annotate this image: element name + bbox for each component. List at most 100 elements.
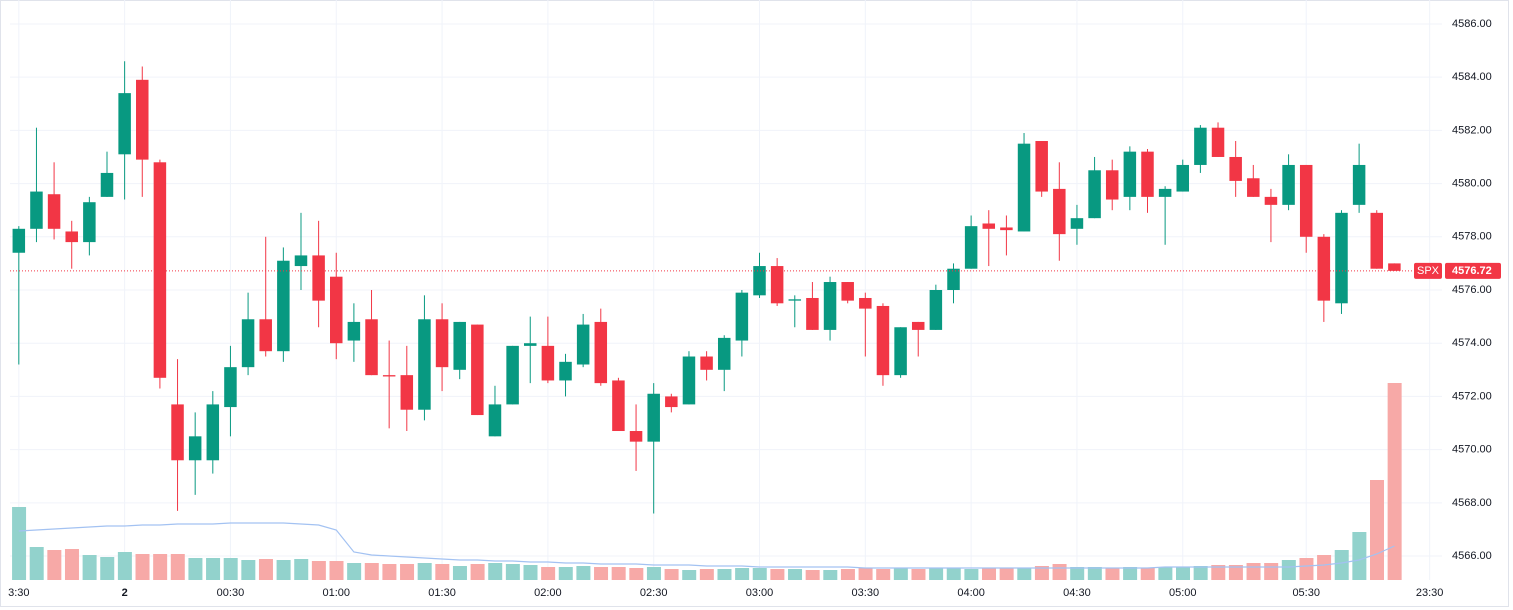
volume-bar xyxy=(1052,564,1067,580)
candle-body xyxy=(277,260,290,352)
volume-bar xyxy=(611,567,626,580)
y-tick-label: 4582.00 xyxy=(1452,124,1492,136)
volume-bar xyxy=(1140,568,1155,580)
symbol-badge xyxy=(1414,262,1442,279)
volume-bar xyxy=(1317,555,1332,580)
candle-body xyxy=(1088,170,1101,219)
candle-body xyxy=(1264,196,1278,205)
y-tick-label: 4576.00 xyxy=(1452,284,1492,296)
candle-body xyxy=(471,324,484,416)
candle-body xyxy=(770,266,784,304)
candle-body xyxy=(947,268,960,290)
volume-bar xyxy=(911,569,926,580)
x-tick-label: 00:30 xyxy=(217,587,245,599)
volume-bar xyxy=(1334,550,1349,580)
volume-bar xyxy=(964,569,979,580)
volume-bar xyxy=(417,563,432,580)
candle-body xyxy=(1123,151,1137,197)
volume-bar xyxy=(805,570,820,580)
candle-body xyxy=(665,396,678,408)
volume-bar xyxy=(788,569,803,580)
volume-bar xyxy=(946,568,961,580)
volume-bar xyxy=(1228,565,1243,580)
volume-bar xyxy=(1387,383,1402,580)
volume-bar xyxy=(858,568,873,580)
y-tick-label: 4584.00 xyxy=(1452,71,1492,83)
volume-bar xyxy=(682,570,697,580)
volume-bar xyxy=(1211,565,1226,580)
y-tick-label: 4580.00 xyxy=(1452,177,1492,189)
volume-bar xyxy=(1070,567,1085,580)
candle-body xyxy=(612,380,625,432)
y-tick-label: 4566.00 xyxy=(1452,550,1492,562)
candle-body xyxy=(488,404,502,437)
volume-bar xyxy=(893,568,908,580)
volume-bar xyxy=(840,569,855,580)
volume-bar xyxy=(1087,567,1102,580)
volume-bar xyxy=(153,554,168,580)
candle-body xyxy=(1141,151,1154,197)
symbol-label: SPX xyxy=(1417,265,1440,277)
volume-bar xyxy=(629,568,644,580)
volume-bar xyxy=(1193,566,1208,580)
candle-body xyxy=(841,282,854,301)
candle-body xyxy=(682,356,696,405)
x-tick-label: 23:30 xyxy=(1416,587,1444,599)
x-tick-label: 01:30 xyxy=(428,587,456,599)
volume-bar xyxy=(47,550,62,580)
candle-body xyxy=(136,79,149,160)
volume-bar xyxy=(523,565,538,580)
volume-bar xyxy=(1176,567,1191,580)
volume-bar xyxy=(541,567,556,580)
candle-body xyxy=(876,305,890,376)
x-tick-label: 03:00 xyxy=(746,587,774,599)
volume-bar xyxy=(170,554,185,580)
volume-bar xyxy=(488,563,503,580)
candle-body xyxy=(435,319,449,368)
x-tick-label: 05:30 xyxy=(1292,587,1320,599)
volume-bar xyxy=(1105,568,1120,580)
volume-bar xyxy=(717,569,732,580)
y-tick-label: 4586.00 xyxy=(1452,18,1492,30)
x-tick-label: 04:00 xyxy=(957,587,985,599)
candle-body xyxy=(453,321,466,370)
volume-bar xyxy=(999,568,1014,580)
candle-body xyxy=(964,226,978,269)
x-tick-label: 3:30 xyxy=(8,587,29,599)
candle-body xyxy=(171,404,184,461)
volume-bar xyxy=(470,564,485,580)
volume-bar xyxy=(400,564,415,580)
x-tick-label: 03:30 xyxy=(852,587,880,599)
x-tick-label: 2 xyxy=(122,587,128,599)
candle-body xyxy=(1282,164,1295,205)
candle-body xyxy=(894,327,907,376)
candle-body xyxy=(1176,164,1190,192)
volume-bar xyxy=(594,567,609,580)
candle-body xyxy=(929,290,943,330)
candle-body xyxy=(47,194,61,229)
candle-body xyxy=(382,375,396,377)
candle-body xyxy=(823,282,837,330)
y-tick-label: 4572.00 xyxy=(1452,390,1492,402)
candle-body xyxy=(347,321,361,341)
volume-bar xyxy=(347,563,362,580)
candle-body xyxy=(400,375,414,410)
price-badge xyxy=(1445,262,1501,279)
candle-body xyxy=(294,255,308,267)
candle-body xyxy=(576,324,590,365)
volume-bar xyxy=(735,568,750,580)
candle-body xyxy=(1000,227,1013,231)
candle-body xyxy=(859,297,872,309)
candle-body xyxy=(1211,127,1225,157)
x-tick-label: 02:00 xyxy=(534,587,562,599)
candle-body xyxy=(788,299,802,301)
candle-body xyxy=(365,319,378,376)
volume-bar xyxy=(258,559,273,580)
volume-bar xyxy=(876,569,891,580)
candle-body xyxy=(982,223,996,229)
volume-bar xyxy=(1246,563,1261,580)
volume-bar xyxy=(699,569,714,580)
x-tick-label: 01:00 xyxy=(322,587,350,599)
volume-bar xyxy=(311,561,326,580)
